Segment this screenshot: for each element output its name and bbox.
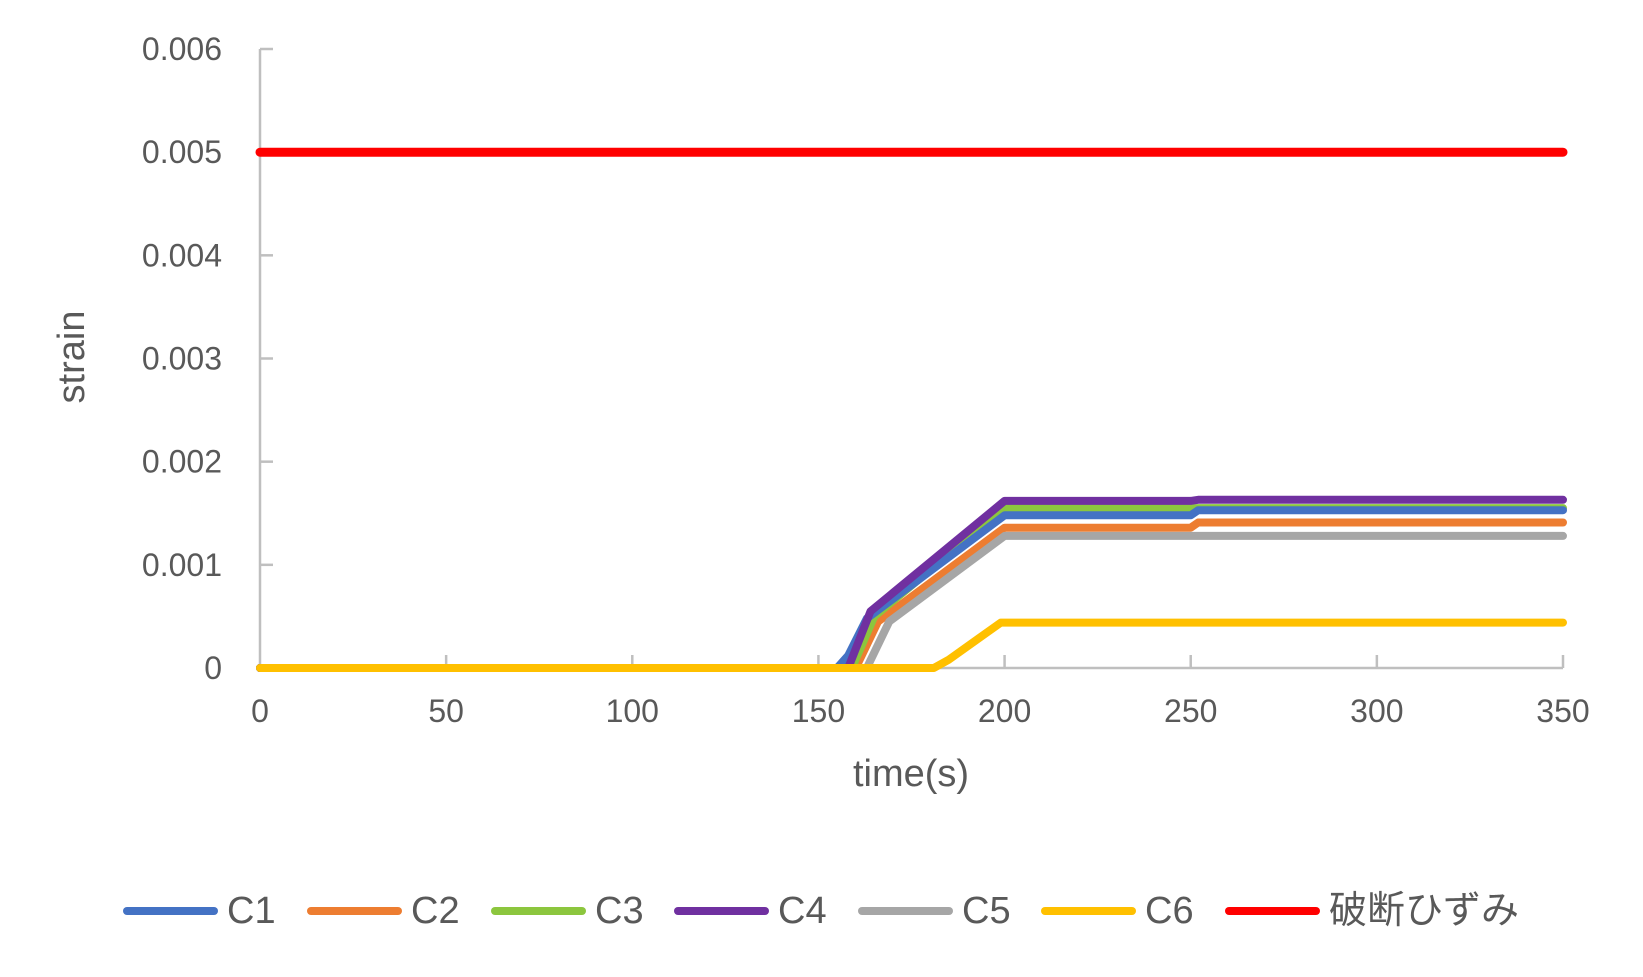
legend-swatch-C3: [491, 907, 586, 915]
y-tick-label-0.005: 0.005: [142, 134, 222, 170]
x-axis-title: time(s): [853, 753, 969, 795]
legend-label-C2: C2: [411, 890, 460, 932]
legend-swatch-C5: [858, 907, 953, 915]
x-tick-label-200: 200: [978, 693, 1031, 729]
x-tick-label-350: 350: [1536, 693, 1589, 729]
legend-swatch-C6: [1041, 907, 1136, 915]
legend-swatch-C4: [674, 907, 769, 915]
legend-label-C4: C4: [778, 890, 827, 932]
x-tick-label-300: 300: [1350, 693, 1403, 729]
chart-legend: C1 C2 C3 C4 C5 C6 破断ひずみ: [0, 888, 1643, 934]
y-tick-label-0.002: 0.002: [142, 444, 222, 480]
x-tick-label-250: 250: [1164, 693, 1217, 729]
legend-item-破断ひずみ: 破断ひずみ: [1225, 888, 1519, 934]
legend-label-C6: C6: [1145, 890, 1194, 932]
series-line-C2: [256, 518, 1567, 672]
legend-item-C3: C3: [491, 888, 644, 934]
y-tick-label-0.004: 0.004: [142, 237, 222, 273]
legend-label-C1: C1: [227, 890, 276, 932]
series-lines: [255, 147, 1568, 672]
legend-label-C5: C5: [962, 890, 1011, 932]
legend-item-C6: C6: [1041, 888, 1194, 934]
legend-item-C5: C5: [858, 888, 1011, 934]
legend-item-C1: C1: [123, 888, 276, 934]
series-line-C5: [256, 531, 1567, 672]
axis-labels: strain time(s): [51, 311, 969, 795]
legend-item-C2: C2: [307, 888, 460, 934]
x-tick-label-50: 50: [428, 693, 464, 729]
legend-label-破断ひずみ: 破断ひずみ: [1329, 890, 1520, 932]
legend-item-C4: C4: [674, 888, 827, 934]
x-tick-label-100: 100: [606, 693, 659, 729]
legend-swatch-C1: [123, 907, 218, 915]
axes: 0 0.001 0.002 0.003 0.004 0.005 0.006 0 50 100 150…: [142, 31, 1590, 729]
y-tick-label-0.006: 0.006: [142, 31, 222, 67]
y-tick-label-0.003: 0.003: [142, 341, 222, 377]
y-tick-label-0.001: 0.001: [142, 547, 222, 583]
x-tick-label-0: 0: [251, 693, 269, 729]
y-tick-label-0: 0: [204, 650, 222, 686]
y-axis-title: strain: [51, 311, 93, 404]
legend-label-C3: C3: [595, 890, 644, 932]
x-tick-label-150: 150: [792, 693, 845, 729]
legend-swatch-C2: [307, 907, 402, 915]
legend-swatch-破断ひずみ: [1225, 907, 1320, 915]
series-line-C6: [256, 618, 1567, 672]
